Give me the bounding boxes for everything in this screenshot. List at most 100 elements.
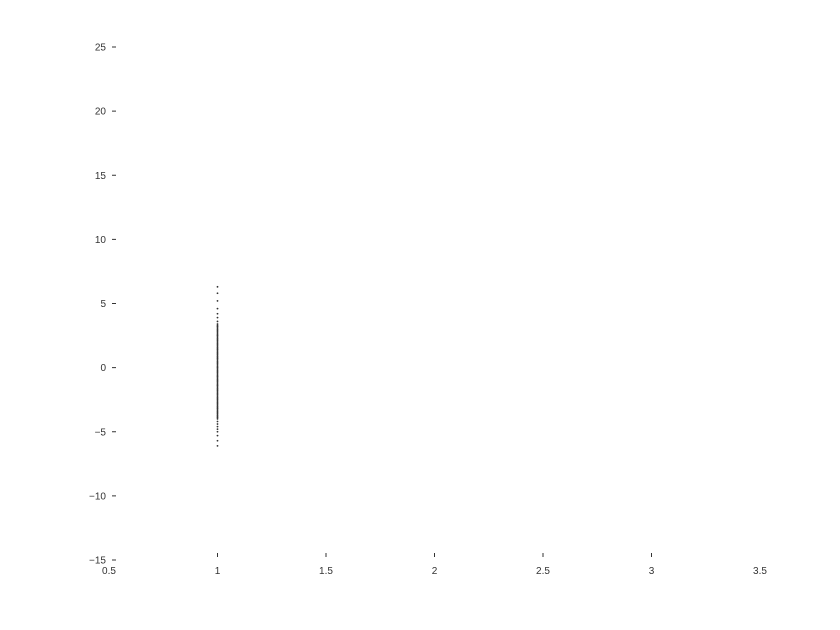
data-point: [216, 430, 219, 433]
data-point: [216, 343, 219, 346]
data-point: [216, 391, 219, 393]
data-point: [216, 353, 219, 356]
data-point: [216, 376, 219, 379]
y-tick-label: 10: [95, 235, 107, 246]
y-tick-label: 25: [95, 43, 107, 54]
data-point: [216, 366, 219, 369]
data-point: [216, 403, 219, 406]
data-point: [216, 412, 219, 415]
data-point: [216, 330, 219, 333]
data-point: [216, 406, 219, 409]
data-point: [216, 374, 219, 377]
x-tick-label: 3: [649, 566, 655, 577]
data-point: [216, 292, 219, 295]
data-point: [216, 418, 219, 420]
data-point: [216, 365, 219, 368]
data-point: [216, 384, 219, 387]
data-point: [216, 325, 219, 328]
data-point: [216, 324, 219, 327]
data-point: [216, 444, 219, 447]
y-tick-label: 0: [100, 363, 106, 374]
data-point: [216, 312, 219, 315]
data-point: [216, 335, 219, 338]
data-point: [216, 428, 219, 431]
data-point: [216, 383, 219, 386]
data-point: [216, 339, 219, 342]
data-point: [216, 350, 219, 352]
data-point: [216, 387, 219, 390]
data-point: [216, 337, 219, 340]
data-point: [216, 423, 219, 425]
y-tick-label: −5: [95, 427, 107, 438]
data-point: [216, 388, 219, 391]
data-point: [216, 373, 219, 375]
data-point: [216, 379, 219, 382]
x-axis: 0.5 1 1.5 2 2.5 3 3.5: [102, 553, 767, 577]
data-point: [216, 347, 219, 350]
data-point: [216, 328, 219, 331]
data-point: [216, 375, 219, 378]
data-point: [216, 389, 219, 392]
x-tick-label: 2.5: [536, 566, 550, 577]
data-point: [216, 439, 219, 442]
data-point: [216, 393, 219, 396]
data-point: [216, 359, 219, 361]
data-point: [216, 316, 219, 319]
data-point: [216, 355, 219, 357]
y-tick-label: −10: [89, 491, 106, 502]
data-point: [216, 285, 219, 288]
data-point: [216, 344, 219, 347]
data-point: [216, 362, 219, 365]
x-tick-label: 3.5: [753, 566, 767, 577]
data-point: [216, 382, 219, 384]
data-point: [216, 407, 219, 410]
y-tick-label: 20: [95, 107, 107, 118]
data-point: [216, 394, 219, 397]
data-point: [216, 361, 219, 364]
data-point: [216, 368, 219, 370]
data-point: [216, 392, 219, 395]
y-tick-label: −15: [89, 556, 106, 567]
data-point: [216, 338, 219, 341]
data-point: [216, 416, 219, 419]
data-point: [216, 400, 219, 402]
data-point: [216, 341, 219, 343]
data-point: [216, 323, 219, 325]
data-point: [216, 334, 219, 337]
data-point: [216, 405, 219, 407]
data-point: [216, 397, 219, 400]
data-point: [216, 352, 219, 355]
y-axis: −15 −10 −5 0 5 10 15 20 25: [89, 43, 116, 567]
data-point: [216, 348, 219, 351]
x-tick-label: 1: [215, 566, 221, 577]
data-point: [216, 425, 219, 428]
data-point: [216, 396, 219, 399]
data-point: [216, 307, 219, 310]
data-point: [216, 411, 219, 414]
data-point: [216, 326, 219, 329]
data-point: [216, 434, 219, 437]
data-point: [216, 357, 219, 360]
data-point: [216, 370, 219, 373]
data-point: [216, 380, 219, 383]
data-point: [216, 410, 219, 413]
data-point: [216, 401, 219, 404]
data-point: [216, 342, 219, 345]
data-point: [216, 346, 219, 349]
y-tick-label: 15: [95, 171, 107, 182]
data-point: [216, 320, 219, 323]
data-point: [216, 369, 219, 372]
data-point: [216, 329, 219, 332]
x-tick-label: 0.5: [102, 566, 116, 577]
data-point: [216, 371, 219, 374]
data-point: [216, 351, 219, 354]
data-point: [216, 360, 219, 363]
data-point: [216, 420, 219, 423]
data-point: [216, 402, 219, 405]
data-point: [216, 415, 219, 418]
data-point: [216, 364, 219, 366]
data-points: [216, 285, 219, 447]
data-point: [216, 378, 219, 381]
data-point: [216, 356, 219, 359]
